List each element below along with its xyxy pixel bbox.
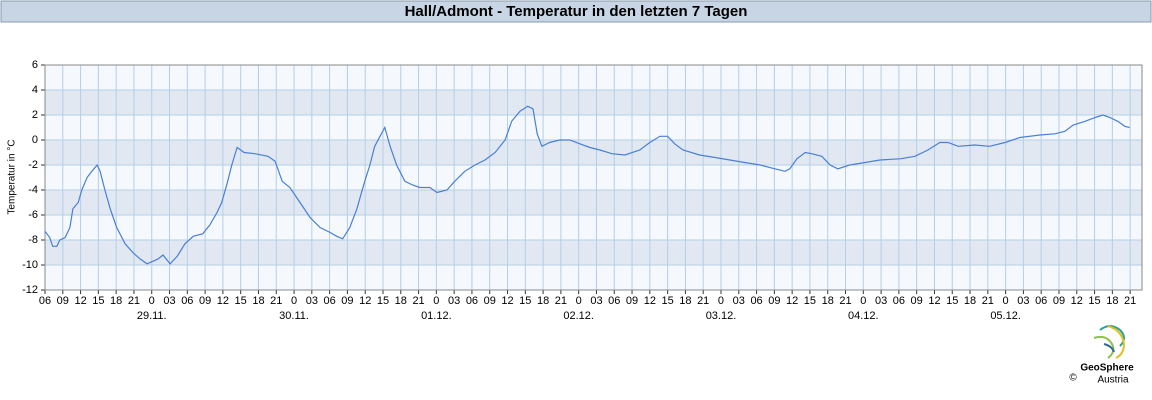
x-tick-label: 03 [306, 295, 318, 307]
x-tick-label: 12 [74, 295, 86, 307]
grid-band [45, 140, 1142, 165]
x-tick-label: 0 [718, 295, 724, 307]
date-label: 01.12. [421, 310, 452, 322]
x-tick-label: 15 [519, 295, 531, 307]
x-tick-label: 03 [163, 295, 175, 307]
x-tick-label: 0 [433, 295, 439, 307]
x-tick-label: 21 [839, 295, 851, 307]
plot-frame [44, 64, 1143, 291]
x-tick-label: 12 [501, 295, 513, 307]
y-tick-label: 6 [32, 59, 38, 71]
x-tick-label: 0 [291, 295, 297, 307]
grid-band [45, 240, 1142, 265]
x-tick-label: 12 [928, 295, 940, 307]
x-tick-label: 09 [199, 295, 211, 307]
x-tick-label: 12 [786, 295, 798, 307]
x-tick-label: 18 [110, 295, 122, 307]
logo [1093, 325, 1126, 359]
x-tick-label: 21 [555, 295, 567, 307]
y-axis-label: Temperatur in °C [7, 139, 18, 214]
grid-band [45, 90, 1142, 115]
x-tick-label: 18 [252, 295, 264, 307]
x-tick-label: 09 [768, 295, 780, 307]
y-tick-label: 2 [32, 109, 38, 121]
x-tick-label: 06 [181, 295, 193, 307]
x-tick-label: 09 [626, 295, 638, 307]
x-tick-label: 03 [590, 295, 602, 307]
x-tick-label: 06 [39, 295, 51, 307]
x-tick-label: 15 [235, 295, 247, 307]
x-tick-label: 21 [128, 295, 140, 307]
date-label: 02.12. [563, 310, 594, 322]
logo-swirl [1103, 343, 1115, 353]
y-tick-label: -12 [22, 284, 38, 296]
y-tick-label: -4 [28, 184, 38, 196]
grid-band [45, 190, 1142, 215]
x-tick-label: 18 [964, 295, 976, 307]
date-label: 29.11. [137, 310, 167, 322]
x-tick-label: 03 [448, 295, 460, 307]
x-tick-label: 03 [875, 295, 887, 307]
x-tick-label: 12 [359, 295, 371, 307]
x-tick-label: 15 [946, 295, 958, 307]
x-tick-label: 09 [484, 295, 496, 307]
date-label: 30.11. [279, 310, 309, 322]
x-tick-label: 15 [661, 295, 673, 307]
x-tick-label: 09 [911, 295, 923, 307]
x-tick-label: 12 [1071, 295, 1083, 307]
x-tick-label: 15 [804, 295, 816, 307]
date-label: 03.12. [706, 310, 737, 322]
x-tick-label: 0 [576, 295, 582, 307]
y-tick-label: 0 [32, 134, 38, 146]
x-tick-label: 06 [608, 295, 620, 307]
y-tick-label: -6 [28, 209, 38, 221]
x-tick-label: 0 [149, 295, 155, 307]
copyright: © [1069, 373, 1077, 384]
date-label: 04.12. [848, 310, 879, 322]
x-tick-label: 06 [324, 295, 336, 307]
logo-name: GeoSphere [1080, 363, 1134, 374]
x-tick-label: 12 [644, 295, 656, 307]
x-tick-label: 18 [395, 295, 407, 307]
x-tick-label: 06 [893, 295, 905, 307]
y-tick-label: -8 [28, 234, 38, 246]
x-tick-label: 12 [217, 295, 229, 307]
chart-title: Hall/Admont - Temperatur in den letzten … [405, 3, 748, 20]
x-tick-label: 18 [1106, 295, 1118, 307]
x-tick-label: 18 [822, 295, 834, 307]
x-tick-label: 18 [537, 295, 549, 307]
x-tick-label: 21 [982, 295, 994, 307]
x-tick-label: 15 [1088, 295, 1100, 307]
x-tick-label: 06 [750, 295, 762, 307]
x-tick-label: 0 [860, 295, 866, 307]
logo-name: Austria [1097, 375, 1129, 386]
x-tick-label: 06 [1035, 295, 1047, 307]
x-tick-label: 21 [697, 295, 709, 307]
x-tick-label: 21 [412, 295, 424, 307]
logo-swirl [1107, 325, 1126, 359]
x-tick-label: 06 [466, 295, 478, 307]
x-tick-label: 03 [1017, 295, 1029, 307]
x-tick-label: 03 [733, 295, 745, 307]
x-tick-label: 09 [57, 295, 69, 307]
x-tick-label: 21 [270, 295, 282, 307]
y-tick-label: -2 [28, 159, 38, 171]
x-tick-label: 15 [377, 295, 389, 307]
temperature-line [44, 105, 1130, 265]
date-label: 05.12. [990, 310, 1021, 322]
y-tick-label: -10 [22, 259, 38, 271]
x-tick-label: 21 [1124, 295, 1136, 307]
x-tick-label: 09 [1053, 295, 1065, 307]
x-tick-label: 15 [92, 295, 104, 307]
x-tick-label: 0 [1003, 295, 1009, 307]
logo-swirl [1093, 335, 1115, 359]
x-tick-label: 18 [679, 295, 691, 307]
y-tick-label: 4 [32, 84, 38, 96]
title-bar [0, 0, 1152, 23]
x-tick-label: 09 [341, 295, 353, 307]
